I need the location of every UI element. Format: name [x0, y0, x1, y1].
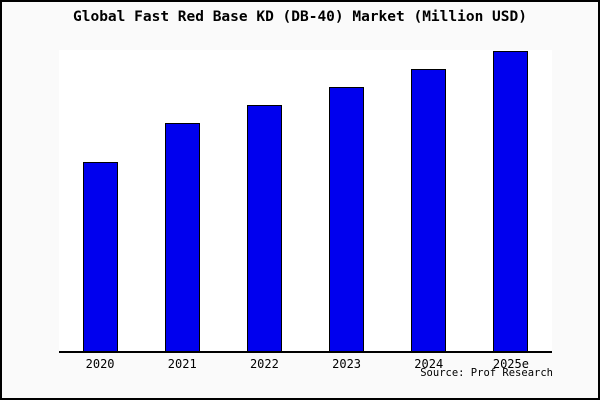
x-tick-label-2023: 2023 — [332, 357, 362, 371]
x-tick-label-2022: 2022 — [249, 357, 279, 371]
bar-2023 — [329, 87, 365, 351]
bar-2022 — [246, 105, 282, 351]
bar-2024 — [411, 69, 447, 351]
x-tick-label-2020: 2020 — [85, 357, 115, 371]
x-tick-label-2025e: 2025e — [492, 357, 529, 371]
bar-2020 — [82, 162, 118, 351]
bar-2021 — [164, 123, 200, 351]
x-tick-label-2021: 2021 — [167, 357, 197, 371]
source-credit: Source: Prof Research — [420, 367, 553, 379]
x-axis-labels: 2020 2021 2022 2023 2024 2025e — [59, 357, 552, 373]
chart-title: Global Fast Red Base KD (DB-40) Market (… — [73, 9, 527, 25]
bar-2025e — [493, 51, 529, 351]
plot-area — [59, 50, 552, 353]
x-tick-label-2024: 2024 — [414, 357, 444, 371]
